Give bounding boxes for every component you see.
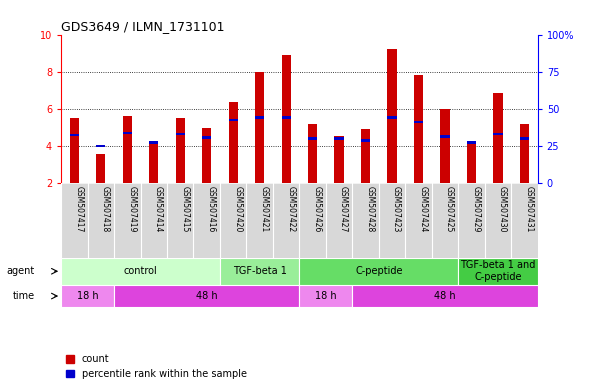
Bar (70, 118, 79, 183)
Text: GSM507424: GSM507424 (419, 185, 428, 232)
Bar (282, 116, 291, 119)
Bar (149, 142, 158, 183)
Text: GSM507425: GSM507425 (445, 185, 454, 232)
Bar (353, 285, 538, 307)
Text: GSM507431: GSM507431 (524, 185, 533, 232)
Text: GSM507420: GSM507420 (233, 185, 242, 232)
Bar (467, 144, 476, 183)
Bar (414, 74, 423, 183)
Text: 18 h: 18 h (77, 291, 98, 301)
Bar (175, 132, 185, 136)
Text: GDS3649 / ILMN_1731101: GDS3649 / ILMN_1731101 (61, 20, 225, 33)
Bar (255, 116, 265, 119)
Bar (520, 124, 529, 183)
Text: 48 h: 48 h (434, 291, 456, 301)
Bar (458, 258, 538, 285)
Text: GSM507426: GSM507426 (313, 185, 321, 232)
Bar (70, 134, 79, 136)
Bar (520, 137, 529, 140)
Bar (361, 139, 370, 142)
Bar (414, 121, 423, 123)
Bar (387, 50, 397, 183)
Bar (114, 285, 299, 307)
Text: C-peptide: C-peptide (355, 266, 403, 276)
Bar (202, 127, 211, 183)
Bar (441, 109, 450, 183)
Text: GSM507423: GSM507423 (392, 185, 401, 232)
Text: GSM507428: GSM507428 (365, 185, 375, 232)
Text: GSM507429: GSM507429 (472, 185, 480, 232)
Bar (202, 136, 211, 139)
Text: agent: agent (6, 266, 35, 276)
Bar (229, 119, 238, 121)
Bar (175, 118, 185, 183)
Bar (334, 136, 344, 183)
Text: 48 h: 48 h (196, 291, 218, 301)
Text: GSM507430: GSM507430 (498, 185, 507, 232)
Bar (467, 141, 476, 144)
Bar (493, 132, 503, 136)
Text: GSM507422: GSM507422 (286, 185, 295, 232)
Bar (299, 285, 353, 307)
Bar (229, 103, 238, 183)
Bar (123, 132, 132, 134)
Text: time: time (12, 291, 35, 301)
Legend: count, percentile rank within the sample: count, percentile rank within the sample (66, 354, 246, 379)
Bar (282, 55, 291, 183)
Bar (299, 258, 458, 285)
Text: GSM507415: GSM507415 (180, 185, 189, 232)
Bar (149, 141, 158, 144)
Bar (334, 137, 344, 140)
Bar (220, 258, 299, 285)
Bar (387, 116, 397, 119)
Bar (61, 258, 220, 285)
Text: GSM507418: GSM507418 (101, 185, 110, 232)
Text: control: control (123, 266, 158, 276)
Text: 18 h: 18 h (315, 291, 337, 301)
Bar (96, 145, 106, 147)
Text: GSM507427: GSM507427 (339, 185, 348, 232)
Bar (96, 154, 106, 183)
Bar (123, 116, 132, 183)
Text: TGF-beta 1: TGF-beta 1 (233, 266, 287, 276)
Bar (61, 285, 114, 307)
Bar (361, 129, 370, 183)
Bar (493, 93, 503, 183)
Text: TGF-beta 1 and
C-peptide: TGF-beta 1 and C-peptide (460, 260, 536, 282)
Bar (441, 136, 450, 138)
Text: GSM507414: GSM507414 (154, 185, 163, 232)
Text: GSM507417: GSM507417 (75, 185, 83, 232)
Text: GSM507416: GSM507416 (207, 185, 216, 232)
Bar (255, 72, 265, 183)
Text: GSM507421: GSM507421 (260, 185, 269, 232)
Text: GSM507419: GSM507419 (127, 185, 136, 232)
Bar (308, 137, 317, 140)
Bar (308, 124, 317, 183)
